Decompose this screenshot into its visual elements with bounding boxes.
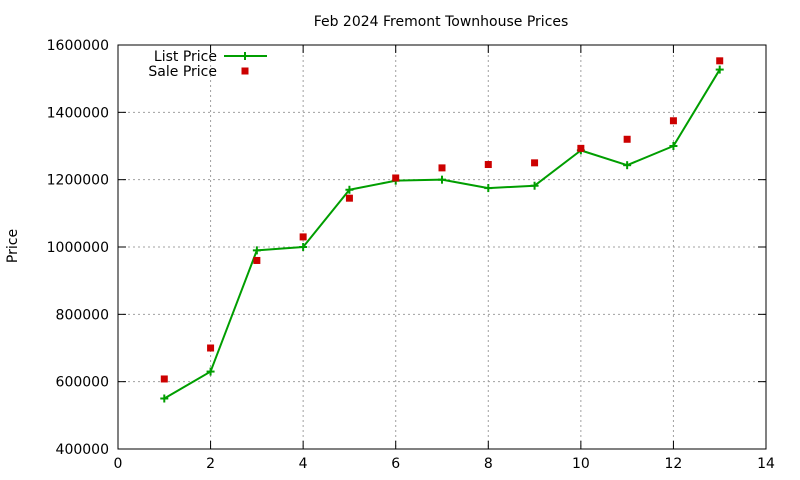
sale-price-point xyxy=(531,159,539,167)
grid-lines xyxy=(118,45,766,449)
y-tick-label: 400000 xyxy=(56,442,109,458)
y-tick-label: 600000 xyxy=(56,375,109,391)
sale-price-point xyxy=(299,233,307,241)
list-price-point xyxy=(623,161,632,170)
sale-price-point xyxy=(160,375,168,383)
list-price-point xyxy=(438,175,446,184)
plot-border xyxy=(117,44,767,450)
sale-price-point xyxy=(669,117,677,125)
list-price-point xyxy=(715,65,724,74)
list-price-point xyxy=(160,394,169,403)
sale-price-point xyxy=(484,161,492,169)
x-tick-label: 2 xyxy=(206,456,215,472)
x-tick-label: 6 xyxy=(391,456,400,472)
chart-title: Feb 2024 Fremont Townhouse Prices xyxy=(314,14,569,30)
x-tick-label: 12 xyxy=(665,456,683,472)
sale-price-point xyxy=(207,344,215,352)
x-tick-label: 0 xyxy=(114,456,123,472)
y-tick-label: 1400000 xyxy=(47,105,109,121)
legend-label: List Price xyxy=(154,49,217,65)
axes: 0 2 4 6 8 10 12 14 400000 600000 800000 1000000 1200… xyxy=(47,38,775,472)
y-tick-label: 1600000 xyxy=(47,38,109,54)
sale-price-point xyxy=(623,135,631,143)
list-price-point xyxy=(669,142,678,150)
x-tick-label: 8 xyxy=(484,456,493,472)
sale-price-point xyxy=(438,164,446,172)
x-tick-label: 14 xyxy=(757,456,775,472)
list-price-line xyxy=(163,69,721,400)
plot-area xyxy=(160,57,724,403)
sale-price-point xyxy=(716,57,724,65)
list-price-point xyxy=(345,185,354,194)
legend-swatch-square xyxy=(241,67,249,75)
sale-price-point xyxy=(253,256,261,264)
x-tick-label: 4 xyxy=(299,456,308,472)
legend-swatch-marker xyxy=(241,52,249,60)
list-price-point xyxy=(206,367,215,376)
y-axis-label: Price xyxy=(5,229,21,263)
legend-label: Sale Price xyxy=(148,64,217,80)
sale-price-point xyxy=(345,194,353,202)
y-tick-label: 1200000 xyxy=(47,173,109,189)
y-tick-label: 1000000 xyxy=(47,240,109,256)
list-price-point xyxy=(252,246,261,255)
sale-price-point xyxy=(392,174,400,182)
list-price-point xyxy=(299,243,308,251)
list-price-point xyxy=(484,184,493,193)
list-price-point xyxy=(530,181,539,190)
y-tick-label: 800000 xyxy=(56,307,109,323)
x-tick-label: 10 xyxy=(572,456,590,472)
sale-price-point xyxy=(577,144,585,152)
